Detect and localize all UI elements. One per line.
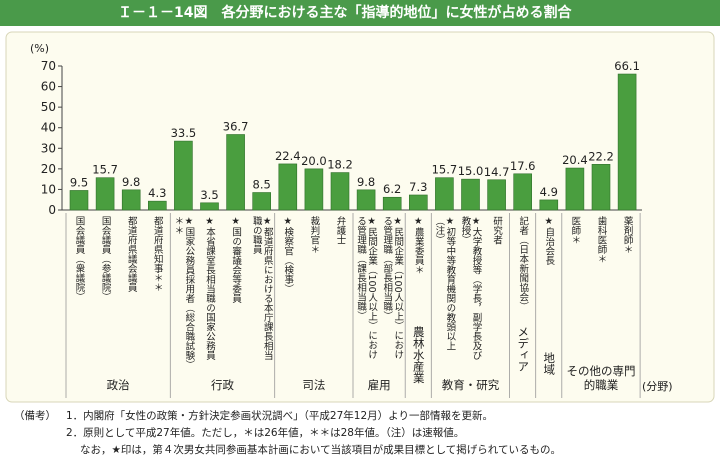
category-label: ★民間企業（100人以上）における管理職（課長相当職） bbox=[355, 216, 378, 360]
note-line: 2．原則として平成27年値。ただし，＊は26年値，＊＊は28年値。（注）は速報値… bbox=[66, 427, 465, 439]
category-label: ★大学教授等（学長，副学長及び教授） bbox=[459, 216, 482, 360]
value-label: 22.4 bbox=[275, 149, 301, 163]
bar bbox=[226, 134, 245, 211]
group-label: 地域 bbox=[542, 352, 557, 375]
bar bbox=[539, 199, 559, 211]
bar bbox=[304, 168, 324, 211]
group-label: 行政 bbox=[211, 378, 235, 392]
value-label: 7.3 bbox=[409, 180, 427, 194]
y-tick-label: 50 bbox=[41, 100, 56, 114]
value-label: 20.4 bbox=[562, 153, 588, 167]
y-tick-label: 10 bbox=[41, 182, 56, 196]
group-label: メディア bbox=[516, 326, 531, 372]
bar bbox=[69, 190, 89, 211]
y-tick-label: 70 bbox=[41, 59, 56, 73]
category-label: 都道府県議会議員 bbox=[125, 216, 137, 292]
category-label: ★自治会長 bbox=[543, 216, 555, 265]
category-label: 記者（日本新聞協会） bbox=[517, 216, 529, 311]
bar bbox=[565, 167, 585, 211]
value-label: 33.5 bbox=[171, 126, 197, 140]
group-label: その他の専門的職業 bbox=[566, 364, 636, 392]
bar bbox=[252, 192, 271, 211]
bar bbox=[382, 196, 402, 211]
value-label: 9.5 bbox=[70, 175, 88, 189]
category-label: 薬剤師＊ bbox=[621, 216, 633, 254]
value-label: 22.2 bbox=[588, 149, 614, 163]
y-tick-label: 40 bbox=[41, 121, 56, 135]
group-label: 雇用 bbox=[367, 378, 391, 392]
value-label: 15.7 bbox=[432, 163, 458, 177]
category-label: 都道府県知事＊＊ bbox=[151, 216, 163, 292]
bar bbox=[278, 163, 298, 211]
bar bbox=[435, 177, 454, 211]
bar bbox=[200, 202, 219, 211]
value-label: 18.2 bbox=[327, 158, 353, 172]
chart-title: Ｉ－１－14図 各分野における主な「指導的地位」に女性が占める割合 bbox=[118, 4, 572, 21]
bar bbox=[591, 164, 611, 211]
group-label: 司法 bbox=[302, 378, 326, 392]
value-label: 6.2 bbox=[383, 182, 401, 196]
note-line: なお，★印は，第４次男女共同参画基本計画において当該項目が成果目標として掲げられ… bbox=[80, 444, 561, 456]
category-label: ★検察官（検事） bbox=[282, 216, 294, 294]
value-label: 20.0 bbox=[301, 154, 327, 168]
category-label: 歯科医師＊ bbox=[595, 216, 607, 264]
category-label: ★都道府県における本庁課長相当職の職員 bbox=[250, 216, 273, 360]
value-label: 9.8 bbox=[122, 175, 140, 189]
category-label: ★本省課室長相当職の国家公務員 bbox=[204, 216, 215, 360]
value-label: 66.1 bbox=[614, 59, 640, 73]
category-label: 弁護士 bbox=[334, 216, 346, 245]
bar bbox=[330, 172, 350, 211]
bar bbox=[617, 73, 637, 211]
category-label: 国会議員（衆議院） bbox=[73, 216, 85, 302]
y-tick-label: 20 bbox=[41, 162, 56, 176]
value-label: 15.0 bbox=[458, 164, 484, 178]
value-label: 9.8 bbox=[357, 175, 375, 189]
category-label: ★国の審議会等委員 bbox=[230, 216, 242, 303]
y-tick-label: 30 bbox=[41, 141, 56, 155]
value-label: 8.5 bbox=[253, 178, 271, 192]
note-line: 1．内閣府「女性の政策・方針決定参画状況調べ」（平成27年12月）より一部情報を… bbox=[66, 410, 493, 422]
group-label: 教育・研究 bbox=[441, 378, 500, 392]
group-label: 政治 bbox=[106, 378, 130, 392]
x-axis-label: (分野) bbox=[642, 380, 673, 393]
panel bbox=[5, 31, 715, 403]
category-label: 研究者 bbox=[491, 216, 503, 245]
y-tick-label: 0 bbox=[48, 203, 56, 217]
title-band bbox=[0, 0, 720, 26]
bar bbox=[461, 178, 480, 211]
bar bbox=[513, 173, 533, 211]
bar bbox=[356, 189, 376, 211]
category-label: 国会議員（参議院） bbox=[99, 216, 111, 302]
y-tick-label: 60 bbox=[41, 80, 56, 94]
bar bbox=[408, 194, 428, 211]
y-axis-label: (%) bbox=[30, 42, 49, 55]
category-label: ★国家公務員採用者（総合職試験）＊＊ bbox=[172, 216, 195, 365]
value-label: 4.3 bbox=[148, 186, 166, 200]
bar bbox=[95, 177, 115, 211]
bar bbox=[174, 140, 193, 211]
value-label: 14.7 bbox=[484, 165, 510, 179]
bar bbox=[148, 200, 167, 211]
bar bbox=[121, 189, 141, 211]
category-label: ★農業委員＊ bbox=[412, 216, 424, 275]
category-label: 裁判官＊ bbox=[308, 216, 320, 254]
value-label: 3.5 bbox=[200, 188, 218, 202]
category-label: ★民間企業（100人以上）における管理職（部長相当職） bbox=[381, 216, 404, 360]
value-label: 17.6 bbox=[510, 159, 536, 173]
bar bbox=[487, 179, 506, 211]
category-label: ★初等中等教育機関の教頭以上（注） bbox=[433, 216, 456, 351]
category-label: 医師＊ bbox=[569, 216, 581, 245]
value-label: 4.9 bbox=[540, 185, 558, 199]
group-label: 農林水産業 bbox=[411, 326, 426, 384]
value-label: 36.7 bbox=[223, 120, 249, 134]
notes-label: （備考） bbox=[14, 410, 56, 422]
value-label: 15.7 bbox=[92, 163, 118, 177]
